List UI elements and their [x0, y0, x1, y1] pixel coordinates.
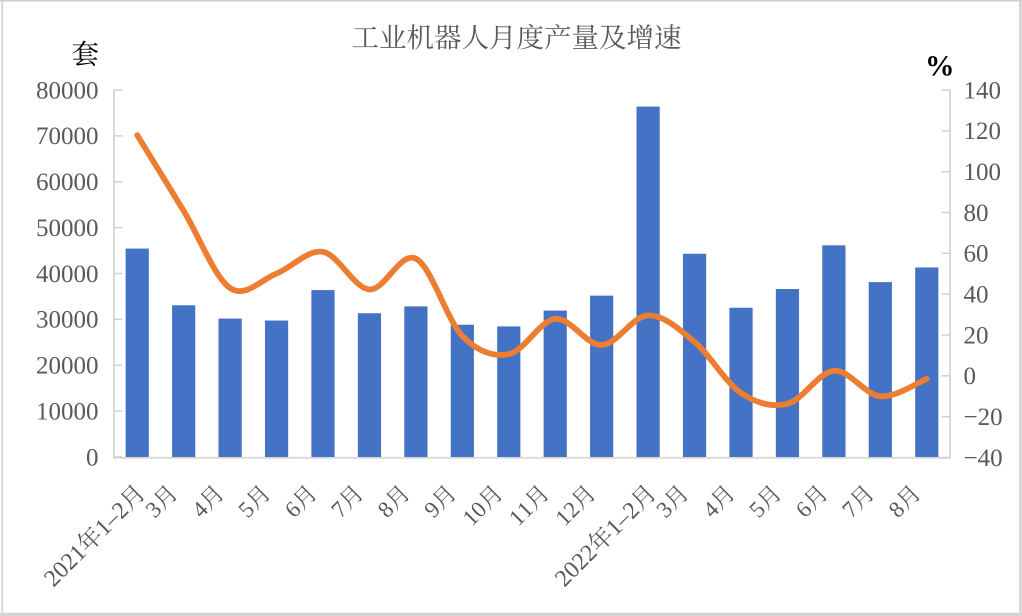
- svg-text:20: 20: [964, 322, 989, 349]
- svg-text:50000: 50000: [36, 215, 99, 242]
- svg-text:60: 60: [964, 241, 989, 268]
- svg-text:40: 40: [964, 281, 989, 308]
- svg-text:%: %: [925, 51, 955, 83]
- svg-text:70000: 70000: [36, 123, 99, 150]
- svg-text:20000: 20000: [36, 353, 99, 380]
- svg-text:80: 80: [964, 200, 989, 227]
- svg-text:120: 120: [964, 118, 1002, 145]
- svg-text:60000: 60000: [36, 169, 99, 196]
- svg-text:30000: 30000: [36, 307, 99, 334]
- svg-text:10000: 10000: [36, 398, 99, 425]
- svg-text:−20: −20: [964, 404, 1003, 431]
- svg-text:0: 0: [964, 363, 977, 390]
- svg-text:100: 100: [964, 159, 1002, 186]
- svg-text:40000: 40000: [36, 261, 99, 288]
- svg-text:80000: 80000: [36, 77, 99, 104]
- svg-text:140: 140: [964, 77, 1002, 104]
- svg-text:0: 0: [86, 444, 99, 471]
- svg-text:−40: −40: [964, 445, 1003, 472]
